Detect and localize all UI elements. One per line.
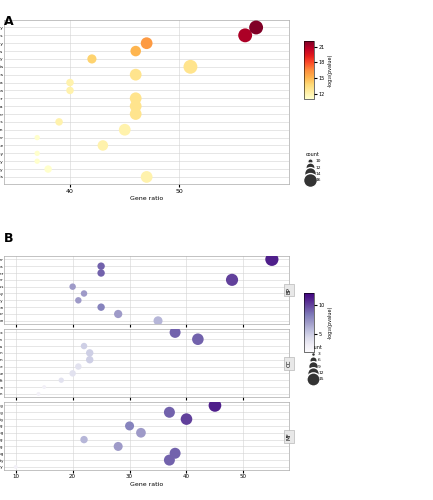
Point [229,276,236,284]
Legend: 10, 12, 14, 16: 10, 12, 14, 16 [305,152,321,182]
Point [41,383,48,391]
Point [34,150,41,158]
Point [69,370,76,378]
Point [132,47,139,55]
Point [268,256,275,264]
Point [187,63,194,71]
Point [69,282,76,290]
Point [132,70,139,78]
Point [132,102,139,110]
Point [100,142,107,150]
Point [81,342,87,350]
Point [75,296,82,304]
Point [115,310,122,318]
Point [97,303,104,311]
Point [166,408,173,416]
Point [45,165,52,173]
Point [67,78,74,86]
Y-axis label: -log₁₀(pvalue): -log₁₀(pvalue) [328,306,333,339]
Point [34,134,41,141]
Point [183,415,190,423]
Point [171,328,178,336]
Y-axis label: -log₁₀(pvalue): -log₁₀(pvalue) [328,54,333,87]
Point [81,290,87,298]
Point [242,32,249,40]
Point [97,262,104,270]
Point [211,402,218,409]
Point [138,429,145,437]
Point [143,173,150,181]
Point [55,118,62,126]
Text: CC: CC [287,360,291,367]
Point [35,390,42,398]
Point [121,126,128,134]
Point [115,442,122,450]
Point [132,110,139,118]
Point [171,450,178,458]
X-axis label: Gene ratio: Gene ratio [130,196,163,202]
Text: A: A [4,15,14,28]
Point [166,456,173,464]
Point [67,86,74,94]
Text: MF: MF [287,432,291,440]
Point [58,376,65,384]
Point [155,317,162,325]
Point [86,356,93,364]
Point [132,94,139,102]
Point [88,55,95,63]
Point [34,157,41,165]
Legend: 3, 6, 9, 12, 15: 3, 6, 9, 12, 15 [308,345,323,382]
Point [75,362,82,370]
Point [86,349,93,357]
Point [143,39,150,47]
Point [194,335,201,343]
X-axis label: Gene ratio: Gene ratio [130,482,163,487]
Point [12,463,19,471]
Text: BP: BP [287,286,291,294]
Text: B: B [4,232,14,245]
Point [126,422,133,430]
Point [97,269,104,277]
Point [252,24,259,32]
Point [81,436,87,444]
